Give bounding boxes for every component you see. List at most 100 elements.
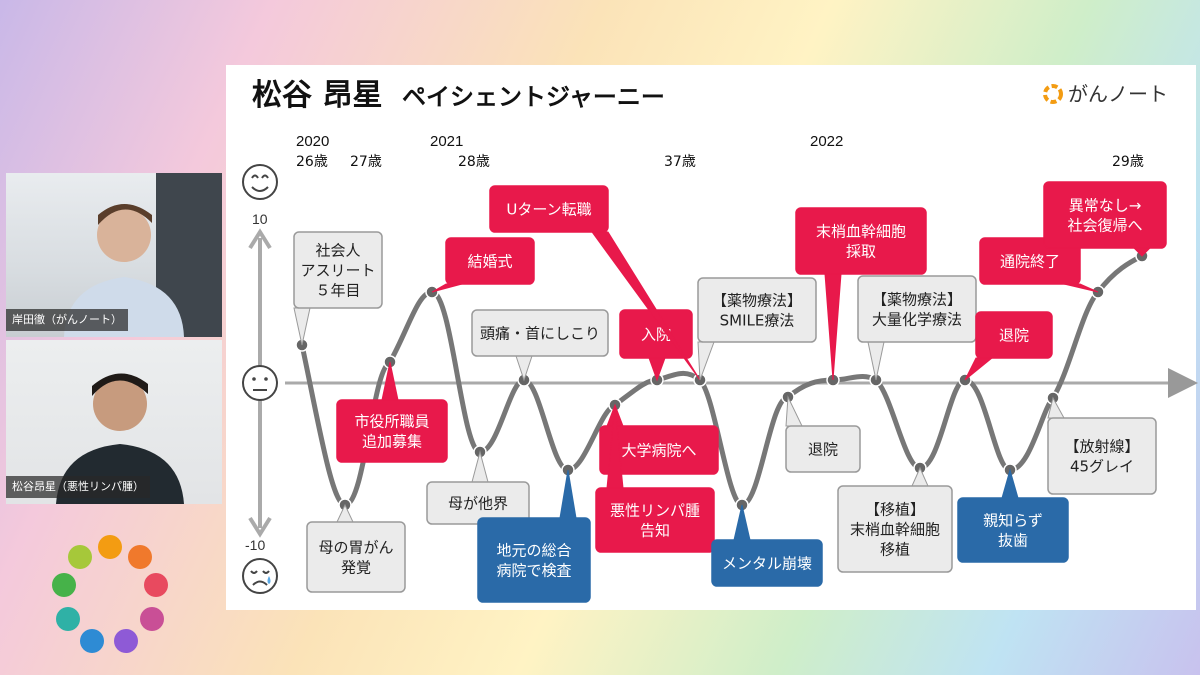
callout-text: Uターン転職 [506,200,591,218]
callout-box [599,425,719,475]
callout-box [711,539,823,587]
callout-text: 【移植】 [865,500,925,518]
year-label: 2020 [296,133,329,150]
callout-text: 地元の総合 [496,541,571,559]
callout-box [795,207,927,275]
callout-text: 末梢血幹細胞 [816,222,906,240]
callout-text: 病院で検査 [496,561,571,579]
callout-text: 採取 [846,242,876,260]
ganote-logo-icon [1043,84,1063,104]
callout-box [979,237,1081,285]
event-callout-neutral: 【放射線】 45グレイ [1047,396,1157,495]
event-callout-neutral: 母が他界 [426,450,530,525]
event-callout-neutral: 頭痛・首にしこり [471,309,609,382]
callout-pointer [785,395,803,427]
callout-pointer [293,307,311,346]
callout-pointer [964,357,994,381]
callout-box [336,399,448,463]
event-callout-positive: Uターン転職 [489,185,701,381]
age-label: 29歳 [1112,154,1144,170]
callout-text: 親知らず [983,511,1043,529]
callout-pointer [867,341,885,381]
crying-face-icon [242,558,278,594]
callout-box [306,521,406,593]
callout-box [489,185,609,233]
participant-name: 松谷昂星（悪性リンパ腫） [6,476,150,498]
callout-text: ５年目 [315,281,360,299]
callout-box [471,309,609,357]
callout-box [293,231,383,309]
callout-text: 悪性リンパ腫 [610,501,700,519]
event-callout-negative: メンタル崩壊 [711,504,823,587]
callout-text: 大量化学療法 [872,310,962,328]
video-tile-guest[interactable]: 松谷昂星（悪性リンパ腫） [6,340,222,504]
year-label: 2022 [810,133,843,150]
neutral-face-icon [242,365,278,401]
callout-text: SMILE療法 [720,311,795,329]
callout-box [975,311,1053,359]
callout-text: 異常なし→ [1069,196,1142,214]
scale-top: 10 [252,211,268,227]
callout-box [857,275,977,343]
ganote-logo-large [52,535,168,653]
event-callout-neutral: 【薬物療法】大量化学療法 [857,275,977,381]
callout-pointer [559,469,577,519]
patient-name: 松谷 昂星 [252,78,383,113]
callout-box [477,517,591,603]
participant-name: 岸田徹（がんノート） [6,309,128,331]
callout-text: 発覚 [341,558,371,576]
callout-text: アスリート [300,261,375,279]
callout-box [697,277,817,343]
callout-text: 【放射線】 [1064,437,1139,455]
callout-box [595,487,715,553]
callout-text: 社会復帰へ [1067,216,1142,234]
event-callout-positive: 異常なし→ 社会復帰へ [1043,181,1167,257]
callout-text: 退院 [999,326,1029,344]
callout-text: 【薬物療法】 [712,291,802,309]
video-tile-host[interactable]: 岸田徹（がんノート） [6,173,222,337]
callout-pointer [824,273,842,381]
callout-text: 母の胃がん [318,538,393,556]
slide-subtitle: ペイシェントジャーニー [402,83,665,111]
callout-text: 母が他界 [448,494,508,512]
callout-box [957,497,1069,563]
callout-pointer [697,341,715,381]
event-callout-positive: 大学病院へ [599,403,719,475]
event-callout-positive: 通院終了 [979,237,1099,293]
age-label: 27歳 [350,154,382,170]
callout-text: 市役所職員 [354,412,429,430]
callout-text: 社会人 [315,241,360,259]
brand-text: がんノート [1068,82,1168,106]
callout-text: 移植 [880,540,910,558]
brand-label: がんノート [1042,78,1168,107]
event-callout-positive: 退院 [964,311,1053,381]
callout-text: 頭痛・首にしこり [480,324,600,342]
event-callout-neutral: 【薬物療法】 SMILE療法 [697,277,817,381]
callout-text: 通院終了 [1000,252,1060,270]
callout-text: 結婚式 [467,252,512,270]
happy-face-icon [242,164,278,200]
age-label: 26歳 [296,154,328,170]
callout-text: 45グレイ [1070,457,1134,475]
callout-text: メンタル崩壊 [722,554,812,572]
callout-box [445,237,535,285]
callout-text: 大学病院へ [621,441,696,459]
callout-text: 抜歯 [998,531,1028,549]
event-callout-positive: 結婚式 [431,237,535,293]
callout-text: 【薬物療法】 [872,290,962,308]
event-callout-neutral: 退院 [785,395,861,473]
slide-title: 松谷 昂星 ペイシェントジャーニー [252,70,665,114]
callout-box [1043,181,1167,249]
scale-bottom: -10 [245,537,265,553]
callout-box [837,485,953,573]
callout-pointer [471,450,489,483]
